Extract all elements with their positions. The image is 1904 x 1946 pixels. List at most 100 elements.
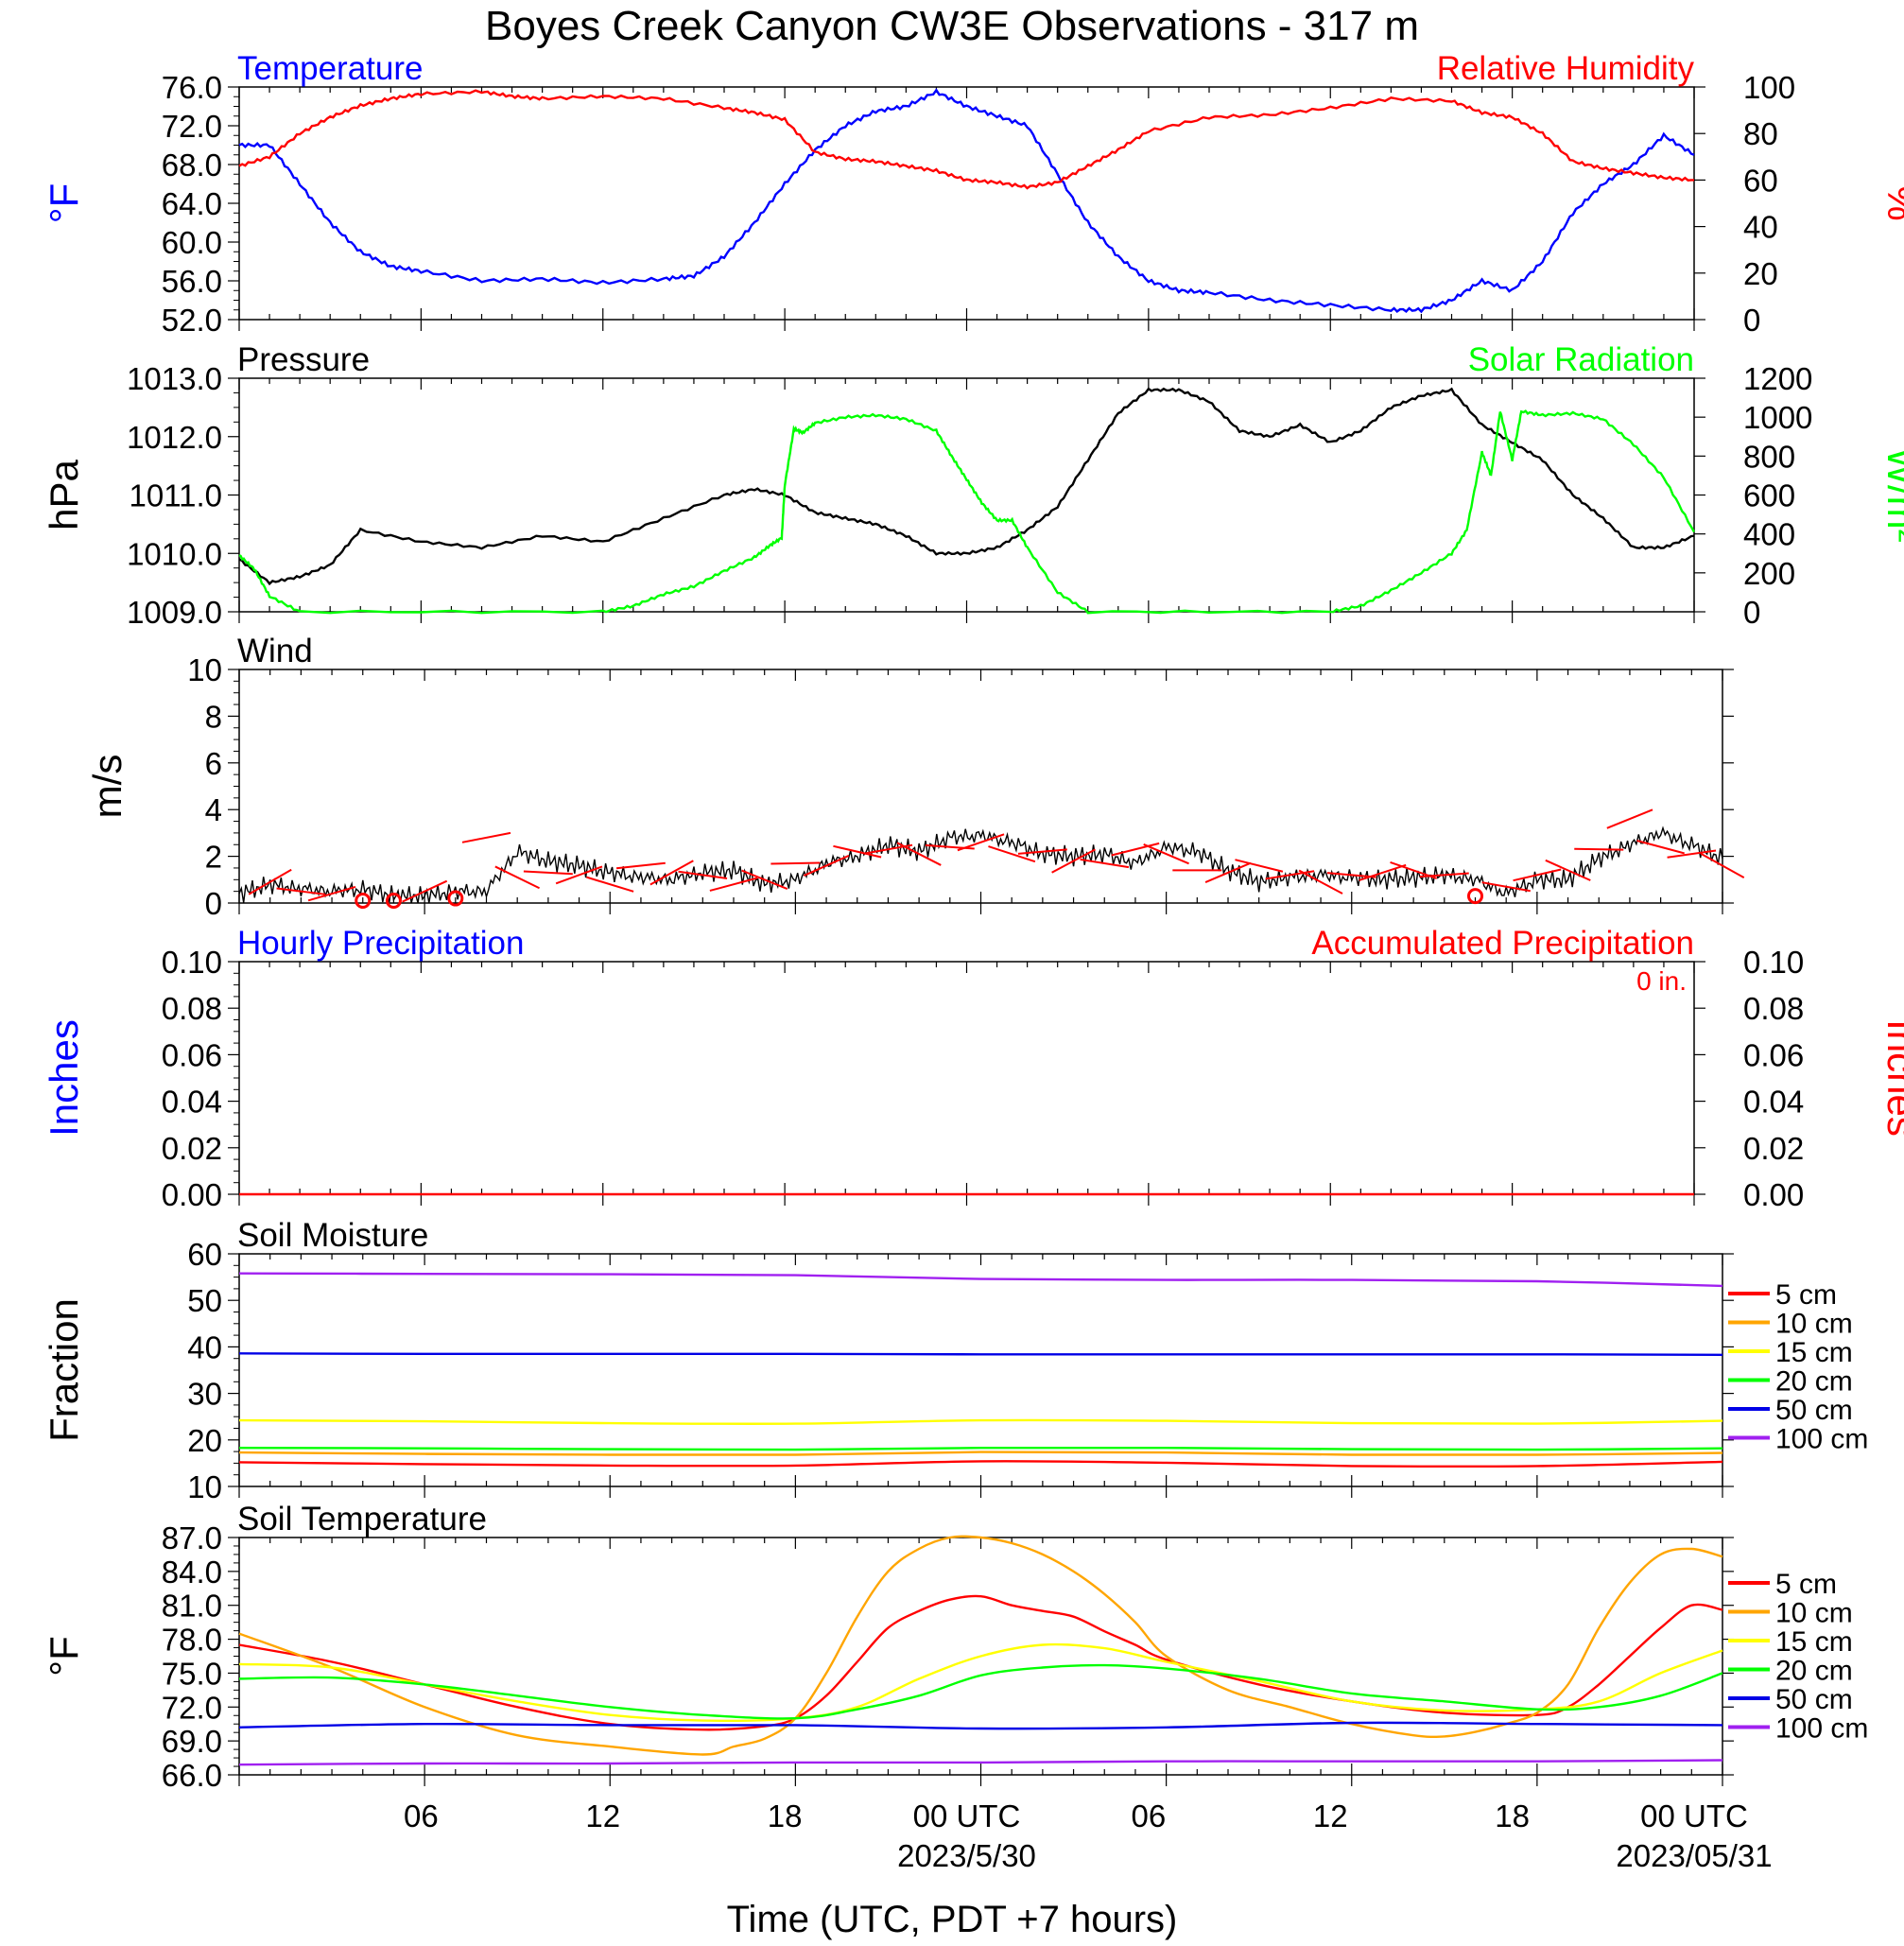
y-tick-label-left: 0.08 [162,991,222,1026]
legend-label-100-cm: 100 cm [1775,1713,1868,1745]
y-axis-title-left: hPa [42,459,86,530]
y-tick-label-left: 0 [205,886,222,921]
y-tick-label-left: 1013.0 [127,361,222,396]
accumulated-total-label: 0 in. [1636,966,1687,996]
series-line-relative-humidity [238,89,1694,190]
y-tick-label-left: 84.0 [162,1555,222,1590]
series-line-5-cm [238,1594,1723,1731]
plot-frame [238,961,1695,1195]
y-tick-label-right: 40 [1743,210,1778,245]
y-tick-label-left: 68.0 [162,148,222,182]
wind-barb [1111,842,1160,857]
wind-barb [1051,848,1096,874]
x-tick-label: 12 [585,1798,620,1833]
wind-barb [803,854,850,877]
y-tick-label-right: 800 [1743,439,1795,474]
series-line-50-cm [238,1721,1723,1730]
wind-calm-marker [355,893,372,910]
series-line-10-cm [238,1535,1723,1756]
panel-title-left: Hourly Precipitation [237,925,524,962]
wind-barb [248,868,292,895]
panel-precip: 0.10 0.08 0.06 0.04 0.02 0.00 0.10 0.08 0.06 0.04… [42,925,1904,1212]
x-date-label: 2023/5/30 [897,1838,1036,1873]
y-tick-label-left: 1012.0 [127,420,222,455]
panel-title-left: Soil Temperature [237,1501,487,1538]
wind-barb [896,842,942,866]
y-tick-label-right: 0.00 [1743,1177,1804,1212]
wind-barb [1143,843,1189,865]
x-tick-label: 12 [1313,1798,1348,1833]
time-axis: 06 12 18 00 UTC 06 12 18 00 UTC 2023/5/30 2023/05… [404,1798,1773,1873]
x-axis-title: Time (UTC, PDT +7 hours) [727,1899,1178,1940]
legend-label-100-cm: 100 cm [1775,1424,1868,1455]
wind-calm-marker [1467,888,1483,905]
y-tick-label-left: 72.0 [162,109,222,144]
wind-barb [1265,870,1315,880]
y-tick-label-right: 100 [1743,70,1795,105]
plot-frame [238,377,1695,613]
series-line-wind-speed [238,825,1723,904]
wind-calm-marker [385,893,402,910]
y-tick-label-left: 60 [187,1237,222,1272]
wind-barb [1204,861,1252,883]
x-tick-label: 00 UTC [1640,1798,1748,1833]
legend-label-5-cm: 5 cm [1775,1279,1837,1311]
y-tick-label-right: 1200 [1743,361,1812,396]
panel-soil-temperature: 87.084.081.078.075.072.069.066.0 Soil Tem… [42,1501,1868,1793]
panel-title-left: Soil Moisture [237,1217,428,1254]
wind-barb [1298,869,1343,895]
y-tick-label-right: 200 [1743,556,1795,591]
wind-barb [1419,872,1469,878]
y-tick-label-right: 400 [1743,517,1795,552]
y-tick-label-left: 64.0 [162,186,222,221]
series-line-15-cm [238,1418,1723,1425]
panel-wind: 10 8 6 4 2 0 Wind m/s [85,633,1745,921]
y-tick-label-left: 75.0 [162,1656,222,1691]
series-line-temperature [238,88,1695,314]
wind-barb [586,876,634,893]
wind-barb [402,879,448,903]
series-line-100-cm [238,1272,1723,1288]
y-axis-title-right: W/m² [1879,447,1904,542]
y-axis-title-left: m/s [85,755,130,819]
wind-barb [649,860,694,886]
wind-barb [1481,881,1531,893]
x-tick-label: 06 [1132,1798,1167,1833]
wind-barb [1700,853,1745,878]
wind-barb [709,877,758,892]
legend-label-20-cm: 20 cm [1775,1656,1853,1687]
y-tick-label-left: 4 [205,792,222,827]
legend-label-50-cm: 50 cm [1775,1395,1853,1426]
wind-barb [741,869,788,890]
wind-barb [615,861,666,870]
y-tick-label-right: 0.10 [1743,945,1804,980]
wind-barb [1513,868,1562,882]
y-tick-label-left: 6 [205,746,222,781]
panel-pressure-solar: 1013.0 1012.0 1011.0 1010.0 1009.0 1200 1000 80… [42,341,1904,630]
y-tick-label-right: 0.02 [1743,1131,1804,1166]
wind-barb [307,885,356,902]
series-line-solar-radiation [238,409,1696,615]
panels: 76.072.068.064.060.056.052.0100806040200… [42,50,1904,1793]
wind-barb [1636,840,1685,855]
series-line-100-cm [238,1759,1723,1766]
legend-label-5-cm: 5 cm [1775,1569,1837,1600]
wind-barb [555,865,603,885]
wind-barb [1080,858,1130,869]
y-tick-label-right: 80 [1743,116,1778,151]
panel-title-right: Accumulated Precipitation [1311,925,1694,962]
panel-temp-rh: 76.0 72.0 68.0 64.0 60.0 56.0 52.0 100 80 60 40 20 0… [42,50,1904,338]
y-tick-label-left: 72.0 [162,1690,222,1725]
y-tick-label-left: 60.0 [162,225,222,260]
wind-barb [523,870,573,876]
panel-title-left: Pressure [237,341,370,378]
y-tick-label-right: 0 [1743,303,1760,338]
series-line-20-cm [238,1663,1723,1720]
y-axis-title-right: % [1879,185,1904,220]
y-tick-label-left: 76.0 [162,70,222,105]
legend-label-10-cm: 10 cm [1775,1598,1853,1629]
y-tick-label-left: 20 [187,1423,222,1458]
wind-barb [770,861,821,865]
y-tick-label-left: 69.0 [162,1724,222,1759]
series-line-50-cm [238,1352,1723,1356]
